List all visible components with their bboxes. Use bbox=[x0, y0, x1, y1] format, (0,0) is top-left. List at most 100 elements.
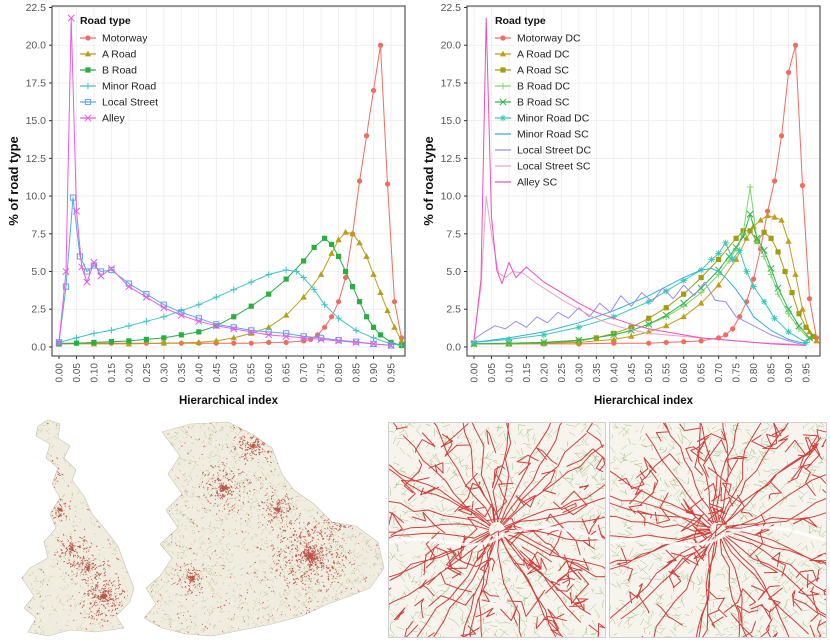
legend-item: Alley bbox=[79, 113, 125, 125]
x-tick-label: 0.80 bbox=[334, 363, 345, 383]
data-point bbox=[391, 323, 398, 330]
y-tick-label: 5.0 bbox=[446, 266, 461, 278]
data-point bbox=[377, 289, 384, 296]
data-point bbox=[356, 299, 363, 305]
legend-item: Alley SC bbox=[494, 177, 558, 189]
data-point bbox=[774, 290, 782, 298]
data-point bbox=[335, 337, 342, 344]
y-tick-label: 2.5 bbox=[31, 304, 46, 316]
x-tick-label: 0.30 bbox=[159, 363, 170, 383]
data-point bbox=[792, 42, 799, 48]
legend-item: Motorway bbox=[79, 33, 148, 45]
data-point bbox=[335, 253, 342, 260]
river-thames bbox=[610, 525, 826, 547]
data-point bbox=[646, 340, 652, 346]
legend-title: Road type bbox=[80, 15, 131, 27]
data-point bbox=[792, 271, 799, 277]
data-point bbox=[349, 230, 356, 237]
legend: Road type Motorway DC A Road DC A Road SC B … bbox=[495, 15, 592, 189]
data-point bbox=[300, 293, 307, 300]
data-point bbox=[729, 256, 736, 263]
legend-label: Local Street bbox=[102, 97, 158, 109]
river-thames bbox=[389, 525, 605, 547]
data-point bbox=[90, 258, 98, 267]
data-point bbox=[715, 271, 722, 278]
data-point bbox=[230, 334, 237, 341]
data-point bbox=[715, 281, 722, 288]
data-point bbox=[266, 291, 272, 297]
data-point bbox=[370, 87, 377, 94]
y-tick-label: 15.0 bbox=[26, 115, 47, 127]
series-line bbox=[473, 281, 807, 346]
legend-item: Local Street SC bbox=[494, 161, 591, 173]
legend-label: Alley SC bbox=[517, 177, 558, 189]
data-point bbox=[195, 317, 203, 325]
data-point bbox=[322, 324, 328, 330]
data-point bbox=[715, 250, 722, 257]
data-point bbox=[69, 194, 77, 201]
data-point bbox=[318, 334, 325, 341]
data-point bbox=[785, 237, 792, 244]
data-point bbox=[248, 327, 255, 334]
data-point bbox=[107, 264, 115, 273]
london-map-left bbox=[388, 422, 606, 638]
data-point bbox=[311, 244, 317, 250]
legend-label: Motorway bbox=[102, 33, 148, 45]
data-point bbox=[743, 268, 750, 275]
data-point bbox=[142, 293, 150, 301]
data-point bbox=[231, 340, 237, 346]
x-tick-label: 0.40 bbox=[194, 363, 205, 383]
data-point bbox=[540, 331, 548, 339]
data-point bbox=[698, 274, 704, 281]
data-point bbox=[265, 331, 273, 339]
data-point bbox=[785, 328, 792, 336]
data-point bbox=[230, 286, 237, 293]
data-point bbox=[813, 337, 820, 344]
x-tick-label: 0.90 bbox=[369, 363, 380, 383]
data-point bbox=[663, 339, 669, 346]
data-point bbox=[282, 266, 290, 274]
data-point bbox=[384, 307, 391, 314]
data-point bbox=[746, 210, 754, 218]
data-point bbox=[739, 233, 747, 241]
y-axis-label: % of road type bbox=[421, 136, 436, 226]
data-point bbox=[282, 332, 290, 340]
data-point bbox=[697, 299, 705, 306]
data-point bbox=[143, 318, 150, 325]
data-point bbox=[771, 178, 778, 184]
legend-label: A Road SC bbox=[517, 65, 569, 77]
y-tick-label: 20.0 bbox=[26, 40, 47, 52]
data-point bbox=[293, 268, 300, 275]
x-tick-label: 0.15 bbox=[107, 363, 118, 383]
x-tick-label: 0.05 bbox=[487, 363, 498, 383]
plot-frame bbox=[466, 5, 821, 357]
data-point bbox=[575, 324, 583, 331]
y-tick-label: 17.5 bbox=[441, 77, 462, 89]
major-roads bbox=[22, 420, 134, 636]
x-tick-label: 0.10 bbox=[89, 363, 100, 383]
series-b-road-sc bbox=[470, 210, 814, 348]
legend-item: Minor Road DC bbox=[494, 113, 590, 125]
y-tick-label: 7.5 bbox=[31, 228, 46, 240]
data-point bbox=[370, 324, 377, 330]
data-point bbox=[230, 324, 237, 331]
data-point bbox=[757, 216, 764, 223]
plot-area bbox=[52, 6, 405, 356]
x-tick-label: 0.10 bbox=[504, 363, 515, 383]
data-point bbox=[317, 335, 325, 343]
x-tick-label: 0.00 bbox=[469, 363, 480, 383]
series-local-street-dc bbox=[473, 281, 807, 346]
data-point bbox=[213, 293, 220, 301]
data-point bbox=[747, 228, 753, 234]
data-point bbox=[663, 322, 670, 329]
data-point bbox=[398, 342, 405, 349]
data-point bbox=[697, 289, 705, 296]
data-point bbox=[247, 328, 255, 336]
data-point bbox=[774, 284, 782, 292]
data-point bbox=[736, 247, 743, 254]
data-point bbox=[76, 253, 84, 260]
data-point bbox=[231, 314, 237, 320]
data-point bbox=[283, 339, 289, 346]
legend-item: A Road bbox=[79, 49, 137, 61]
legend-item: Local Street DC bbox=[494, 145, 591, 157]
